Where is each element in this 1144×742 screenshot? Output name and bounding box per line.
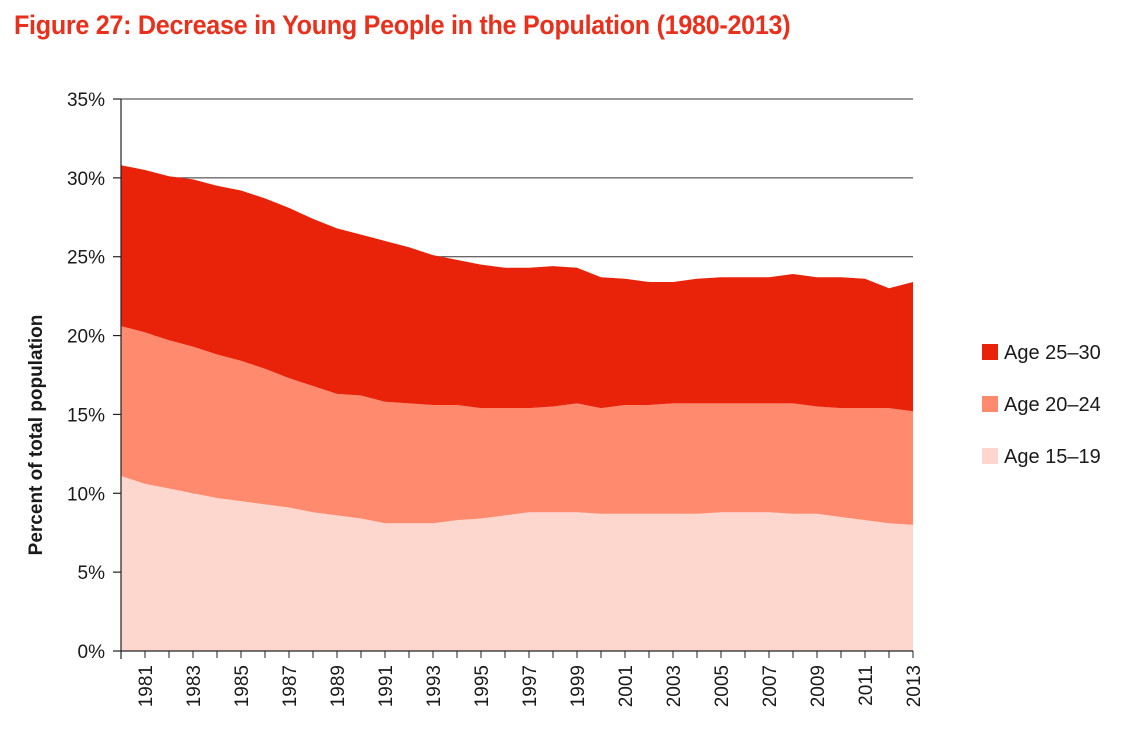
x-tick-label: 1983 <box>184 665 205 707</box>
x-tick-label: 1991 <box>376 665 397 707</box>
legend-label: Age 25–30 <box>1004 342 1101 364</box>
x-tick-label: 1999 <box>568 665 589 707</box>
x-tick-label: 1981 <box>136 665 157 707</box>
axes <box>113 98 914 659</box>
y-tick-label: 25% <box>67 248 105 269</box>
area-series-age-25-30 <box>121 165 913 412</box>
x-tick-label: 2011 <box>856 665 877 706</box>
legend-item-age-25-30: Age 25–30 <box>982 342 1101 364</box>
y-tick-label: 20% <box>67 327 105 348</box>
area-series-group <box>121 165 913 651</box>
x-tick-label: 1985 <box>232 665 253 707</box>
x-tick-label: 2007 <box>760 665 781 707</box>
legend-swatch <box>982 448 998 464</box>
legend-label: Age 15–19 <box>1004 446 1101 468</box>
x-tick-label: 2001 <box>616 665 637 707</box>
x-tick-label: 1989 <box>328 665 349 707</box>
x-tick-label: 2005 <box>712 665 733 707</box>
chart-title: Figure 27: Decrease in Young People in t… <box>14 10 791 40</box>
x-tick-label: 2003 <box>664 665 685 707</box>
y-tick-label: 5% <box>78 563 106 584</box>
legend-item-age-20-24: Age 20–24 <box>982 394 1101 416</box>
y-axis-title: Percent of total population <box>26 315 47 556</box>
legend-swatch <box>982 344 998 360</box>
x-tick-label: 1987 <box>280 665 301 707</box>
x-tick-label: 1995 <box>472 665 493 707</box>
y-axis-ticks: 0% 5% 10% 15% 20% 25% 30% 35% <box>67 90 105 663</box>
area-series-age-15-19 <box>121 475 913 651</box>
area-series-age-20-24 <box>121 326 913 525</box>
x-tick-label: 2013 <box>904 665 925 707</box>
y-tick-label: 0% <box>78 642 106 663</box>
y-tick-label: 30% <box>67 169 105 190</box>
legend: Age 25–30 Age 20–24 Age 15–19 <box>982 342 1101 468</box>
legend-swatch <box>982 396 998 412</box>
y-tick-label: 10% <box>67 484 105 505</box>
x-axis-ticks: 1981 1983 1985 1987 1989 1991 1993 1995 1997 1999… <box>136 665 925 707</box>
legend-label: Age 20–24 <box>1004 394 1101 416</box>
x-tick-label: 1997 <box>520 665 541 707</box>
x-tick-label: 1993 <box>424 665 445 707</box>
y-tick-label: 15% <box>67 405 105 426</box>
x-tick-label: 2009 <box>808 665 829 707</box>
y-tick-label: 35% <box>67 90 105 111</box>
legend-item-age-15-19: Age 15–19 <box>982 446 1101 468</box>
